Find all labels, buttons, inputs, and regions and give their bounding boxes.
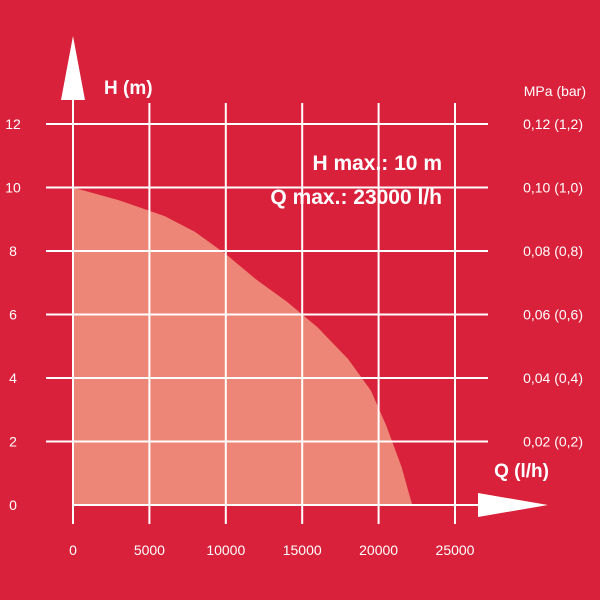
y2-tick-label: 0,10 (1,0) xyxy=(523,180,583,196)
x-axis-arrow-icon xyxy=(478,493,548,517)
annotation-hmax: H max.: 10 m xyxy=(312,152,442,175)
x-tick-label: 25000 xyxy=(436,542,475,558)
x-tick-label: 15000 xyxy=(283,542,322,558)
x-tick-label: 5000 xyxy=(134,542,165,558)
y-tick-label: 10 xyxy=(5,180,21,196)
y-tick-label: 12 xyxy=(5,116,21,132)
annotation-qmax: Q max.: 23000 l/h xyxy=(270,186,442,209)
tick-layer: 0 5000 10000 15000 20000 25000 0 2 4 6 8 10 12 0,02 (… xyxy=(5,116,583,558)
y-tick-label: 6 xyxy=(9,307,17,323)
y-tick-label: 4 xyxy=(9,370,17,386)
axis-layer xyxy=(61,36,548,517)
x-tick-label: 0 xyxy=(69,542,77,558)
y2-tick-label: 0,02 (0,2) xyxy=(523,434,583,450)
y2-tick-label: 0,06 (0,6) xyxy=(523,307,583,323)
label-layer: H (m) Q (l/h) MPa (bar) H max.: 10 m Q m… xyxy=(104,78,586,482)
curve-area-0 xyxy=(73,187,413,505)
y2-tick-label: 0,04 (0,4) xyxy=(523,370,583,386)
y-tick-label: 0 xyxy=(9,497,17,513)
y-axis-title: H (m) xyxy=(104,78,153,99)
y2-tick-label: 0,12 (1,2) xyxy=(523,116,583,132)
y2-tick-label: 0,08 (0,8) xyxy=(523,243,583,259)
grid-layer xyxy=(46,103,488,524)
curve-area-layer xyxy=(73,187,413,505)
y-tick-label: 8 xyxy=(9,243,17,259)
x-tick-label: 10000 xyxy=(206,542,245,558)
y-axis-arrow-icon xyxy=(61,36,85,100)
y2-axis-title: MPa (bar) xyxy=(524,83,586,99)
x-axis-title: Q (l/h) xyxy=(494,461,549,482)
x-tick-label: 20000 xyxy=(359,542,398,558)
y-tick-label: 2 xyxy=(9,434,17,450)
